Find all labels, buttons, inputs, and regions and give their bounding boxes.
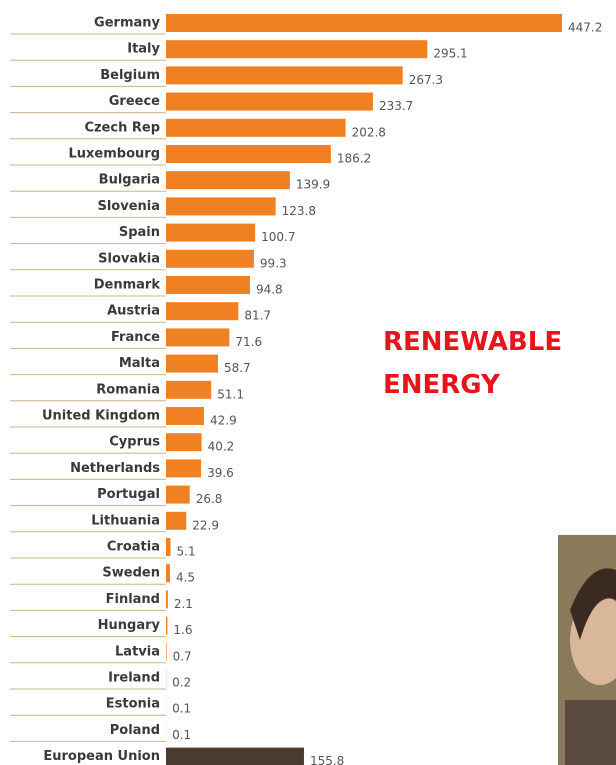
category-label: Estonia bbox=[106, 697, 160, 712]
bar bbox=[166, 433, 202, 451]
bar bbox=[166, 40, 427, 58]
bar bbox=[166, 328, 229, 346]
value-label: 233.7 bbox=[379, 99, 413, 113]
category-label: Spain bbox=[119, 225, 160, 240]
category-label: Poland bbox=[110, 723, 160, 738]
value-label: 0.1 bbox=[172, 702, 191, 716]
category-label: Italy bbox=[127, 42, 160, 57]
bar bbox=[166, 224, 255, 242]
bar bbox=[166, 14, 562, 32]
bar bbox=[166, 512, 186, 530]
bar bbox=[166, 276, 250, 294]
value-label: 4.5 bbox=[176, 571, 195, 585]
category-label: European Union bbox=[43, 749, 160, 764]
value-label: 40.2 bbox=[208, 440, 235, 454]
value-label: 267.3 bbox=[409, 73, 443, 87]
category-label: Croatia bbox=[107, 540, 160, 555]
photo-clothes bbox=[565, 700, 616, 765]
category-label: Belgium bbox=[100, 68, 160, 83]
bar bbox=[166, 302, 238, 320]
value-label: 139.9 bbox=[296, 178, 330, 192]
category-label: Ireland bbox=[108, 671, 160, 686]
bar bbox=[166, 93, 373, 111]
bar bbox=[166, 381, 211, 399]
value-label: 447.2 bbox=[568, 21, 602, 35]
category-label: Germany bbox=[94, 16, 160, 31]
bar bbox=[166, 250, 254, 268]
photo bbox=[558, 535, 616, 765]
value-label: 51.1 bbox=[217, 387, 244, 401]
bar bbox=[166, 459, 201, 477]
value-label: 123.8 bbox=[282, 204, 316, 218]
bar bbox=[166, 197, 276, 215]
bar bbox=[166, 119, 346, 137]
bar bbox=[166, 66, 403, 84]
bar bbox=[166, 145, 331, 163]
value-label: 295.1 bbox=[433, 47, 467, 61]
bar bbox=[166, 538, 171, 556]
category-label: Luxembourg bbox=[69, 147, 161, 162]
bar bbox=[166, 564, 170, 582]
bar bbox=[166, 590, 168, 608]
value-label: 155.8 bbox=[310, 754, 344, 765]
value-label: 2.1 bbox=[174, 597, 193, 611]
category-label: Sweden bbox=[102, 566, 160, 581]
category-label: Slovakia bbox=[98, 251, 160, 266]
category-label: Latvia bbox=[115, 644, 160, 659]
bar bbox=[166, 748, 304, 765]
category-label: Lithuania bbox=[91, 513, 160, 528]
category-label: Portugal bbox=[97, 487, 160, 502]
category-label: Cyprus bbox=[109, 435, 160, 450]
value-label: 71.6 bbox=[235, 335, 262, 349]
value-label: 81.7 bbox=[244, 309, 271, 323]
category-label: Czech Rep bbox=[84, 120, 160, 135]
category-label: Malta bbox=[119, 356, 160, 371]
value-label: 26.8 bbox=[196, 492, 223, 506]
value-label: 22.9 bbox=[192, 518, 219, 532]
category-label: Denmark bbox=[94, 278, 161, 293]
bar bbox=[166, 643, 167, 661]
value-label: 58.7 bbox=[224, 361, 251, 375]
chart: RENEWABLE ENERGY Germany 447.2 Italy 295.1 B… bbox=[0, 0, 616, 765]
page: {"chart_data": {"type": "bar", "orientat… bbox=[0, 0, 616, 765]
value-label: 0.7 bbox=[173, 649, 192, 663]
value-label: 39.6 bbox=[207, 466, 234, 480]
value-label: 99.3 bbox=[260, 256, 287, 270]
value-label: 42.9 bbox=[210, 414, 237, 428]
value-label: 100.7 bbox=[261, 230, 295, 244]
value-label: 5.1 bbox=[177, 545, 196, 559]
value-label: 94.8 bbox=[256, 283, 283, 297]
bar bbox=[166, 486, 190, 504]
bar bbox=[166, 171, 290, 189]
category-label: Hungary bbox=[98, 618, 161, 633]
category-label: Greece bbox=[109, 94, 160, 109]
category-label: Romania bbox=[96, 382, 160, 397]
bar bbox=[166, 617, 167, 635]
bar bbox=[166, 355, 218, 373]
category-label: Finland bbox=[106, 592, 160, 607]
category-label: Austria bbox=[107, 304, 160, 319]
value-label: 186.2 bbox=[337, 152, 371, 166]
value-label: 0.2 bbox=[172, 676, 191, 690]
value-label: 1.6 bbox=[173, 623, 192, 637]
sidebar-title: ENERGY bbox=[383, 370, 501, 400]
bar bbox=[166, 407, 204, 425]
sidebar-title: RENEWABLE bbox=[383, 327, 562, 357]
value-label: 0.1 bbox=[172, 728, 191, 742]
value-label: 202.8 bbox=[352, 125, 386, 139]
category-label: United Kingdom bbox=[42, 409, 160, 424]
category-label: France bbox=[111, 330, 160, 345]
category-label: Slovenia bbox=[97, 199, 160, 214]
category-label: Bulgaria bbox=[99, 173, 160, 188]
category-label: Netherlands bbox=[70, 461, 160, 476]
